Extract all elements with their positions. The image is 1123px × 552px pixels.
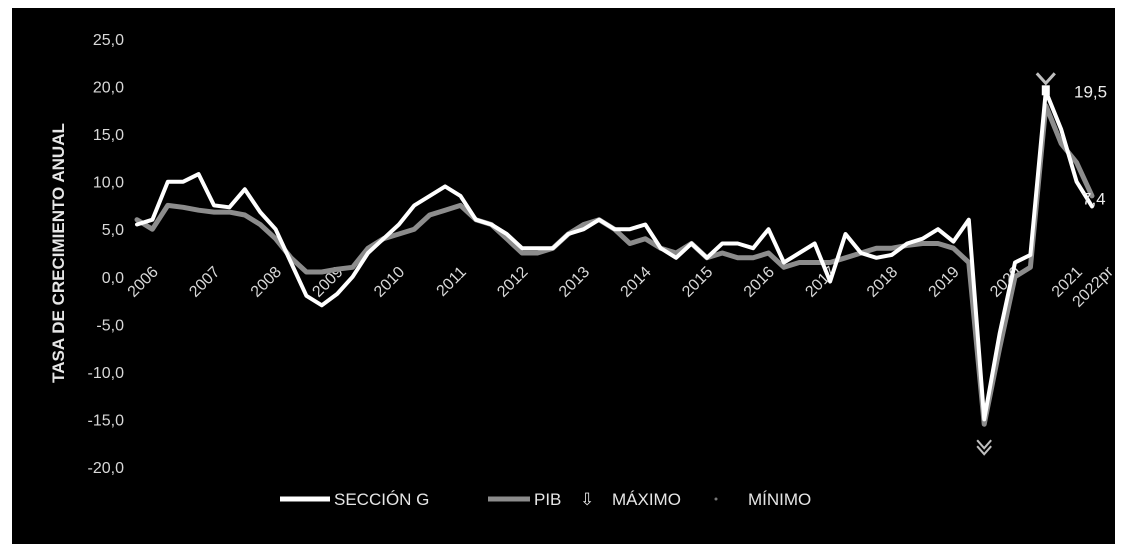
x-year-label: 2010 [371, 264, 408, 301]
x-year-label: 2016 [741, 264, 778, 301]
chart-area: 25,0 20,0 15,0 10,0 5,0 0,0 -5,0 -10,0 -15,0 -20,… [12, 8, 1115, 544]
x-year-label: 2020 [987, 264, 1024, 301]
y-tick-label: -10,0 [88, 365, 125, 382]
y-tick-label: -20,0 [88, 460, 125, 477]
y-tick-label: -5,0 [96, 317, 124, 334]
min-marker-2 [976, 445, 992, 456]
x-year-label: 2008 [248, 264, 285, 301]
x-year-label: 2007 [186, 264, 223, 301]
max-value-label: 19,5 [1074, 82, 1107, 101]
y-tick-label: 20,0 [93, 80, 124, 97]
legend-item-pib-label: PIB [534, 490, 561, 509]
x-year-label: 2012 [494, 264, 531, 301]
legend-item-maximo-swatch: ⇩ [580, 490, 594, 509]
series-line-seccion-g [135, 89, 1094, 422]
y-tick-label: 25,0 [93, 32, 124, 49]
y-axis-title: TASA DE CRECIMIENTO ANUAL [49, 123, 68, 383]
x-year-label: 2015 [679, 264, 716, 301]
y-tick-label: 10,0 [93, 175, 124, 192]
x-year-label: 2011 [434, 264, 470, 300]
legend-item-maximo-label: MÁXIMO [612, 490, 681, 509]
y-tick-label: 0,0 [102, 270, 124, 287]
last-value-label: 7,4 [1082, 189, 1106, 208]
y-tick-label: -15,0 [88, 412, 125, 429]
chart-svg: 25,0 20,0 15,0 10,0 5,0 0,0 -5,0 -10,0 -15,0 -20,… [49, 32, 1115, 509]
max-marker [1035, 72, 1056, 86]
max-point [1041, 85, 1050, 96]
legend-item-minimo-label: MÍNIMO [748, 490, 811, 509]
legend-item-minimo-swatch [714, 497, 718, 501]
x-year-label: 2019 [926, 264, 963, 301]
x-year-label: 2014 [618, 264, 655, 301]
x-year-label: 2006 [125, 264, 162, 301]
x-year-label: 2013 [556, 264, 593, 301]
x-year-label: 2018 [864, 264, 901, 301]
min-marker [976, 439, 992, 450]
y-tick-label: 5,0 [102, 222, 124, 239]
legend-item-seccion-g-label: SECCIÓN G [334, 490, 429, 509]
y-tick-label: 15,0 [93, 127, 124, 144]
